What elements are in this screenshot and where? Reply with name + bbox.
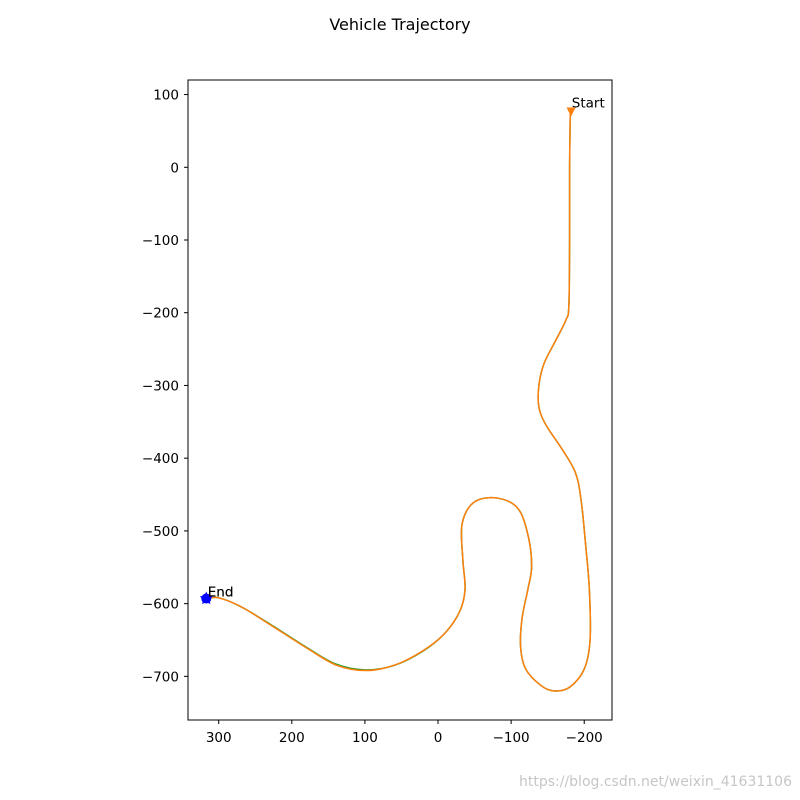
x-tick-label: −200 — [566, 730, 603, 746]
x-tick-label: −100 — [493, 730, 530, 746]
y-tick-label: −200 — [142, 306, 179, 322]
trajectory-line-2 — [206, 108, 592, 692]
x-tick-label: 0 — [434, 730, 443, 746]
y-tick-label: 100 — [153, 88, 179, 104]
end-label: End — [208, 584, 234, 600]
y-tick-label: −700 — [142, 669, 179, 685]
trajectory-line-1 — [206, 108, 592, 692]
marker-layer — [199, 107, 576, 605]
y-axis: 100 0 −100 −200 −300 −400 −500 −600 −700 — [142, 88, 188, 685]
y-tick-label: −100 — [142, 233, 179, 249]
series-layer — [206, 108, 592, 692]
watermark-text: https://blog.csdn.net/weixin_41631106 — [518, 774, 792, 790]
start-marker — [566, 107, 576, 117]
y-tick-label: −400 — [142, 451, 179, 467]
end-marker-star — [199, 591, 213, 605]
start-label: Start — [572, 96, 605, 112]
y-tick-label: −600 — [142, 597, 179, 613]
x-axis: 300 200 100 0 −100 −200 — [206, 720, 603, 746]
x-tick-label: 200 — [279, 730, 305, 746]
x-tick-label: 100 — [352, 730, 378, 746]
y-tick-label: 0 — [170, 160, 179, 176]
y-tick-label: −500 — [142, 524, 179, 540]
plot-area-frame — [187, 79, 613, 721]
y-tick-label: −300 — [142, 378, 179, 394]
chart-title: Vehicle Trajectory — [329, 15, 470, 34]
x-tick-label: 300 — [206, 730, 232, 746]
end-label: End — [208, 584, 234, 600]
